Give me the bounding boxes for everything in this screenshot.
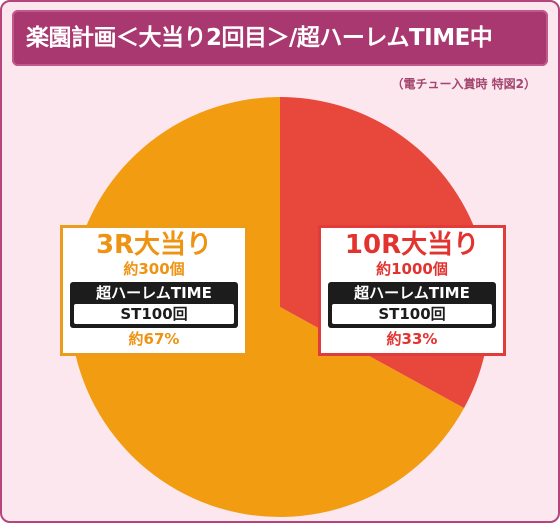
slice-share-10r: 約33%	[386, 330, 438, 348]
mode-box-3r: 超ハーレムTIME ST100回	[70, 282, 238, 328]
chart-note: （電チュー入賞時 特図2）	[391, 77, 536, 91]
slice-payout-3r: 約300個	[123, 260, 185, 278]
mode-st-3r: ST100回	[74, 304, 234, 324]
title-bar: 楽園計画＜大当り2回目＞/超ハーレムTIME中	[12, 10, 548, 66]
slice-label-3r: 3R大当り	[95, 230, 213, 260]
chart-title: 楽園計画＜大当り2回目＞/超ハーレムTIME中	[26, 25, 493, 51]
pie-slice-3r	[69, 97, 465, 517]
slice-card-3r: 3R大当り 約300個 超ハーレムTIME ST100回 約67%	[60, 225, 248, 356]
slice-label-10r: 10R大当り	[344, 230, 480, 260]
slice-card-10r: 10R大当り 約1000個 超ハーレムTIME ST100回 約33%	[318, 225, 506, 356]
mode-name-10r: 超ハーレムTIME	[354, 284, 470, 302]
mode-st-10r: ST100回	[332, 304, 492, 324]
slice-share-3r: 約67%	[128, 330, 180, 348]
slice-payout-10r: 約1000個	[376, 260, 448, 278]
mode-name-3r: 超ハーレムTIME	[96, 284, 212, 302]
mode-box-10r: 超ハーレムTIME ST100回	[328, 282, 496, 328]
